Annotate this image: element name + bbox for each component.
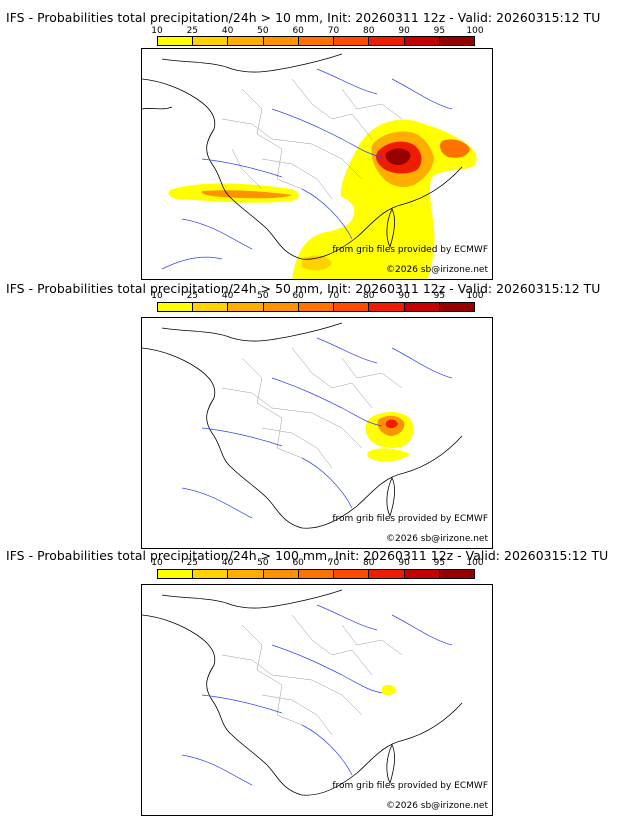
colorbar-segment bbox=[404, 37, 440, 45]
map: from grib files provided by ECMWF ©2026 … bbox=[141, 584, 493, 816]
colorbar-segment bbox=[228, 303, 264, 311]
colorbar-ticks: 10 25 40 50 60 70 80 90 95 100 bbox=[151, 26, 483, 36]
credit-source: from grib files provided by ECMWF bbox=[332, 781, 488, 791]
colorbar-segment bbox=[228, 570, 264, 578]
colorbar-segment bbox=[439, 570, 474, 578]
tick-label: 40 bbox=[221, 26, 234, 36]
tick-label: 40 bbox=[221, 558, 234, 568]
colorbar-segment bbox=[298, 303, 335, 311]
colorbar bbox=[157, 302, 475, 312]
colorbar-segment bbox=[228, 37, 264, 45]
colorbar-segment bbox=[334, 37, 370, 45]
colorbar bbox=[157, 36, 475, 46]
colorbar-segment bbox=[369, 570, 405, 578]
colorbar-segment bbox=[334, 570, 370, 578]
coastlines bbox=[142, 589, 463, 796]
prob-10 bbox=[382, 684, 396, 696]
tick-label: 40 bbox=[221, 291, 234, 301]
tick-label: 95 bbox=[433, 558, 446, 568]
region-boundaries bbox=[221, 347, 403, 469]
prob-60 bbox=[440, 139, 470, 158]
coastlines bbox=[142, 53, 463, 260]
colorbar-segment bbox=[334, 303, 370, 311]
map-graphic bbox=[142, 589, 463, 796]
credit-copyright: ©2026 sb@irizone.net bbox=[386, 801, 488, 811]
colorbar-segment bbox=[193, 37, 229, 45]
prob-50 bbox=[201, 190, 292, 199]
colorbar-segment bbox=[439, 37, 474, 45]
colorbar-segment bbox=[263, 37, 299, 45]
tick-label: 100 bbox=[466, 291, 484, 301]
tick-label: 50 bbox=[257, 558, 269, 568]
tick-label: 95 bbox=[433, 26, 446, 36]
tick-label: 60 bbox=[292, 558, 304, 568]
credit-copyright: ©2026 sb@irizone.net bbox=[386, 265, 488, 275]
coastlines bbox=[142, 322, 463, 529]
colorbar-segment bbox=[404, 570, 440, 578]
precip-probability-field bbox=[168, 119, 477, 279]
tick-label: 80 bbox=[363, 291, 375, 301]
rivers bbox=[161, 68, 453, 270]
colorbar-segment bbox=[369, 303, 405, 311]
tick-label: 25 bbox=[186, 291, 199, 301]
colorbar-ticks: 10 25 40 50 60 70 80 90 95 100 bbox=[151, 291, 483, 301]
colorbar-segment bbox=[298, 37, 335, 45]
tick-label: 70 bbox=[327, 26, 340, 36]
map: from grib files provided by ECMWF ©2026 … bbox=[141, 317, 493, 549]
panel-title: IFS - Probabilities total precipitation/… bbox=[6, 281, 601, 296]
colorbar-segment bbox=[193, 570, 229, 578]
colorbar-segment bbox=[158, 303, 194, 311]
tick-label: 10 bbox=[151, 26, 163, 36]
prob-80 bbox=[386, 419, 398, 429]
map-graphic bbox=[142, 53, 477, 279]
tick-label: 90 bbox=[398, 291, 410, 301]
region-boundaries bbox=[221, 78, 403, 200]
colorbar-segment bbox=[298, 570, 335, 578]
tick-label: 25 bbox=[186, 26, 199, 36]
tick-label: 100 bbox=[466, 558, 484, 568]
precip-probability-field bbox=[365, 412, 414, 462]
tick-label: 60 bbox=[292, 26, 304, 36]
tick-label: 90 bbox=[398, 26, 410, 36]
prob-10 bbox=[367, 448, 410, 462]
tick-label: 70 bbox=[327, 291, 340, 301]
tick-label: 80 bbox=[363, 26, 375, 36]
tick-label: 95 bbox=[433, 291, 446, 301]
map-graphic bbox=[142, 322, 463, 529]
tick-label: 60 bbox=[292, 291, 304, 301]
tick-label: 80 bbox=[363, 558, 375, 568]
rivers bbox=[181, 337, 453, 519]
credit-copyright: ©2026 sb@irizone.net bbox=[386, 534, 488, 544]
tick-label: 10 bbox=[151, 291, 163, 301]
colorbar-segment bbox=[158, 570, 194, 578]
panel-title: IFS - Probabilities total precipitation/… bbox=[6, 548, 609, 563]
colorbar-segment bbox=[193, 303, 229, 311]
tick-label: 50 bbox=[257, 26, 269, 36]
credit-source: from grib files provided by ECMWF bbox=[332, 245, 488, 255]
region-boundaries bbox=[221, 614, 403, 736]
colorbar-segment bbox=[263, 570, 299, 578]
colorbar-segment bbox=[158, 37, 194, 45]
tick-label: 90 bbox=[398, 558, 410, 568]
tick-label: 25 bbox=[186, 558, 199, 568]
colorbar-segment bbox=[439, 303, 474, 311]
colorbar-segment bbox=[369, 37, 405, 45]
tick-label: 50 bbox=[257, 291, 269, 301]
rivers bbox=[181, 604, 453, 786]
colorbar-segment bbox=[404, 303, 440, 311]
map: from grib files provided by ECMWF ©2026 … bbox=[141, 48, 493, 280]
colorbar-ticks: 10 25 40 50 60 70 80 90 95 100 bbox=[151, 558, 483, 568]
colorbar bbox=[157, 569, 475, 579]
colorbar-segment bbox=[263, 303, 299, 311]
prob-95 bbox=[385, 148, 411, 165]
tick-label: 100 bbox=[466, 26, 484, 36]
tick-label: 70 bbox=[327, 558, 340, 568]
precip-probability-field bbox=[382, 684, 396, 696]
panel-title: IFS - Probabilities total precipitation/… bbox=[6, 10, 601, 25]
tick-label: 10 bbox=[151, 558, 163, 568]
credit-source: from grib files provided by ECMWF bbox=[332, 514, 488, 524]
